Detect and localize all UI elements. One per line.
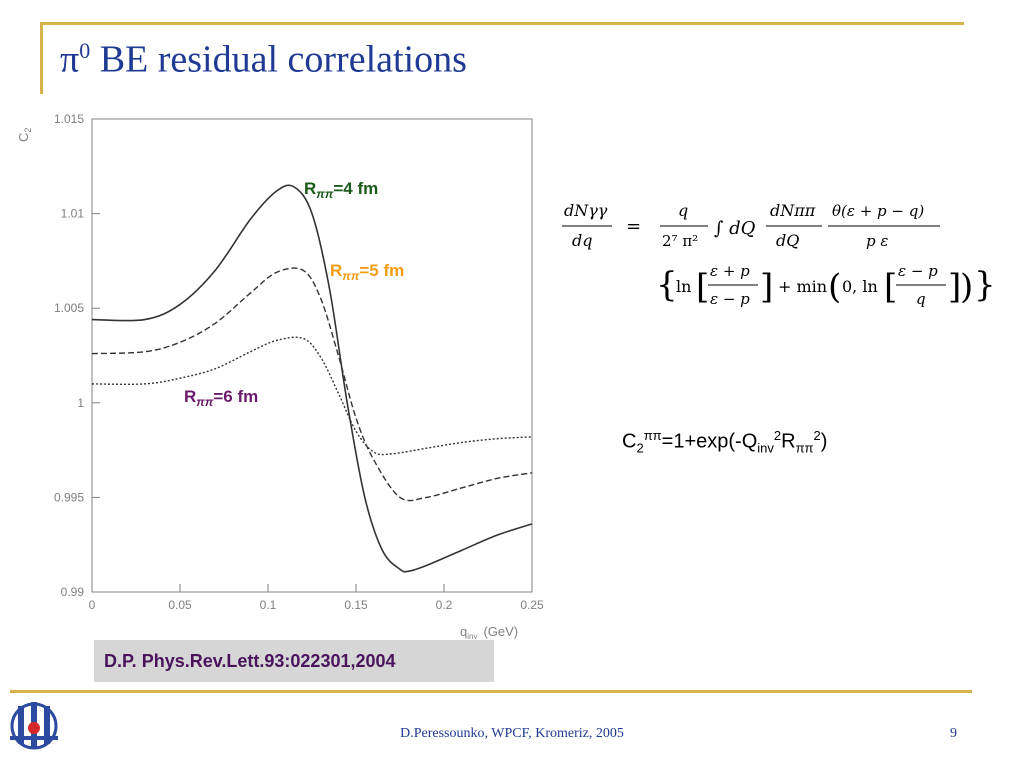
correlation-function-formula: C2ππ=1+exp(-Qinv2Rππ2) — [622, 428, 827, 456]
x-ticks: 0 0.05 0.1 0.15 0.2 0.25 — [89, 584, 544, 612]
label-6fm: Rππ=6 fm — [184, 387, 258, 409]
formula-r: R — [781, 430, 796, 453]
x-tick-label: 0.1 — [260, 598, 277, 612]
formula-frac2-num: dNππ — [770, 201, 816, 220]
formula-minfrac-den: q — [916, 290, 926, 308]
formula-plus-min: + min — [778, 277, 827, 296]
y-tick-label: 1.01 — [61, 207, 85, 221]
formula-c-sub: 2 — [636, 440, 644, 456]
formula-integral: ∫ dQ — [714, 218, 756, 239]
formula-right-paren: ) — [960, 267, 973, 307]
title-sup: 0 — [79, 38, 91, 63]
formula-left-bracket-1: [ — [696, 267, 709, 307]
x-axis-label: qinv (GeV) — [460, 624, 518, 641]
series-line-2 — [91, 267, 533, 502]
x-tick-label: 0 — [89, 598, 96, 612]
formula-right-brace: } — [974, 265, 996, 305]
formula-left-bracket-2: [ — [884, 267, 897, 307]
formula-r-sup: 2 — [813, 428, 821, 443]
series-line-1 — [91, 184, 533, 573]
x-tick-label: 0.15 — [344, 598, 368, 612]
y-tick-label: 1 — [77, 396, 84, 410]
y-tick-label: 1.015 — [54, 112, 84, 126]
formula-zero-ln: 0, ln — [842, 277, 878, 296]
title-frame-top — [42, 22, 964, 25]
label-4fm: Rππ=4 fm — [304, 179, 378, 201]
title-text: BE residual correlations — [90, 38, 467, 81]
label-5fm: Rππ=5 fm — [330, 261, 404, 283]
formula-r-sub: ππ — [795, 440, 814, 456]
formula-q-sub: inv — [757, 440, 774, 456]
y-axis-label: C2 — [16, 128, 33, 142]
title-frame-left — [40, 22, 43, 94]
footer-text: D.Peressounko, WPCF, Kromeriz, 2005 — [400, 726, 624, 741]
slide-title: π0 BE residual correlations — [60, 40, 467, 79]
formula-frac3-den: p ε — [866, 232, 888, 250]
y-tick-label: 0.99 — [61, 585, 85, 599]
formula-frac1-den: 2⁷ π² — [662, 232, 698, 250]
formula-right-bracket-2: ] — [948, 267, 961, 307]
y-tick-label: 0.995 — [54, 490, 84, 504]
y-ticks: 0.99 0.995 1 1.005 1.01 1.015 — [54, 112, 100, 599]
formula-frac1-num: q — [678, 201, 688, 220]
formula-minfrac-num: ε − p — [898, 262, 938, 280]
formula-c: C — [622, 430, 637, 453]
formula-lhs-den: dq — [572, 231, 592, 250]
formula-ln: ln — [676, 277, 691, 296]
formula-right-bracket-1: ] — [760, 267, 773, 307]
citation-box: D.P. Phys.Rev.Lett.93:022301,2004 — [94, 640, 494, 682]
x-tick-label: 0.2 — [436, 598, 453, 612]
formula-frac3-num: θ(ε + p − q) — [832, 202, 924, 220]
institute-logo-icon — [10, 702, 58, 750]
curves — [91, 184, 533, 573]
formula-frac2-den: dQ — [776, 231, 799, 250]
y-tick-label: 1.005 — [54, 301, 84, 315]
footer-rule — [10, 690, 972, 693]
formula-lnfrac-num: ε + p — [710, 262, 750, 280]
formula-mid: =1+exp(-Q — [661, 430, 758, 453]
formula-c-sup: ππ — [643, 428, 662, 443]
title-greek: π — [60, 38, 80, 81]
formula-eq: = — [626, 216, 641, 237]
formula-lnfrac-den: ε − p — [710, 290, 750, 308]
x-tick-label: 0.25 — [520, 598, 544, 612]
photon-spectrum-formula: dNγγ dq = q 2⁷ π² ∫ dQ dNππ dQ θ(ε + p −… — [562, 201, 996, 308]
formula-left-paren: ( — [828, 267, 841, 307]
formula-q-sup: 2 — [773, 428, 782, 443]
x-tick-label: 0.05 — [168, 598, 192, 612]
formula-end: ) — [820, 430, 828, 453]
page-number: 9 — [950, 726, 957, 741]
formula-lhs-num: dNγγ — [564, 201, 608, 220]
plot-frame — [91, 118, 533, 593]
formula-left-brace: { — [656, 265, 678, 305]
series-line-3 — [91, 336, 533, 456]
